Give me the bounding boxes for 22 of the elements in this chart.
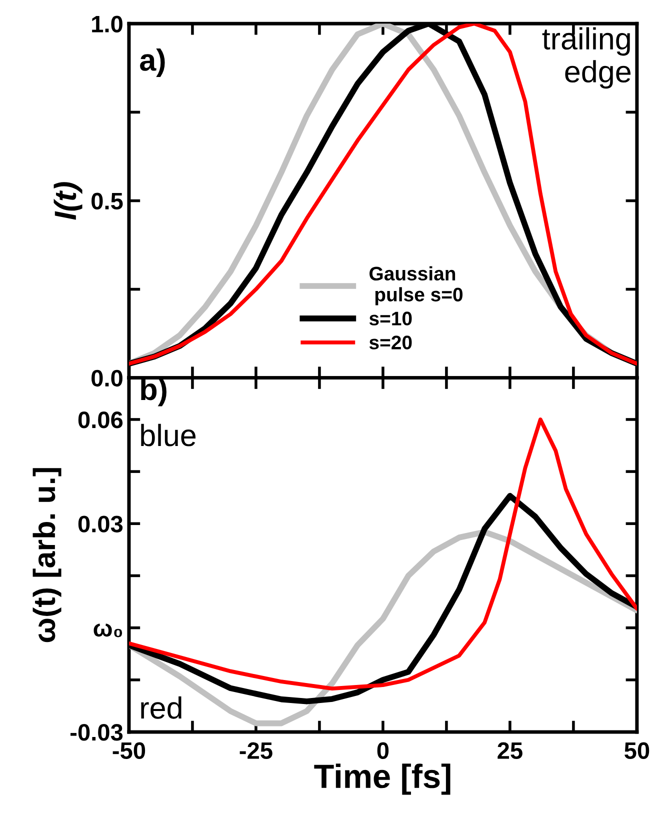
annotation: trailing edge bbox=[542, 27, 631, 89]
annotation: blue bbox=[141, 424, 196, 446]
y-tick-label: 0.0 bbox=[92, 370, 122, 387]
y-axis-title: I(t) bbox=[54, 182, 82, 220]
y-tick-label: -0.03 bbox=[70, 724, 123, 741]
line-series bbox=[128, 418, 637, 690]
y-tick-label: 1.0 bbox=[92, 16, 122, 32]
y-tick-label: 0.5 bbox=[92, 192, 123, 210]
x-axis-title: Time [fs] bbox=[314, 764, 450, 795]
y-tick-label: 0.06 bbox=[78, 412, 123, 428]
y-axis-title: ω(t) [arb. u.] bbox=[32, 468, 62, 642]
y-tick-label: ω₀ bbox=[94, 624, 122, 638]
annotation: red bbox=[141, 696, 182, 719]
x-tick-label: 0 bbox=[377, 742, 389, 760]
legend-label: s=10 bbox=[369, 312, 412, 326]
legend-label: s=20 bbox=[369, 336, 412, 350]
x-tick-label: -25 bbox=[240, 742, 272, 760]
x-tick-label: 50 bbox=[624, 742, 650, 760]
y-tick-label: 0.03 bbox=[78, 516, 123, 532]
x-tick-label: 25 bbox=[498, 742, 522, 760]
x-tick-label: -50 bbox=[112, 742, 146, 760]
annotation: a) bbox=[140, 48, 165, 77]
